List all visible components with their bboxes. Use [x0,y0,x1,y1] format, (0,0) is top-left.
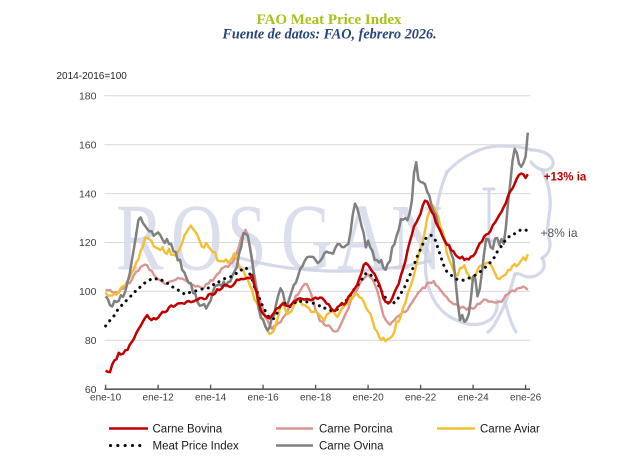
svg-text:ene-14: ene-14 [195,392,227,403]
svg-text:Carne Bovina: Carne Bovina [153,423,223,435]
svg-text:ene-16: ene-16 [248,392,280,403]
svg-text:G: G [281,186,332,291]
svg-text:ene-12: ene-12 [143,392,175,403]
svg-text:ene-24: ene-24 [458,392,490,403]
svg-text:Carne Porcina: Carne Porcina [319,423,393,435]
svg-text:ene-20: ene-20 [353,392,385,403]
svg-text:+8% ia: +8% ia [541,226,578,240]
svg-text:Carne Ovina: Carne Ovina [319,440,384,452]
svg-text:120: 120 [79,237,97,249]
svg-text:ene-26: ene-26 [510,392,542,403]
svg-text:O: O [171,186,222,291]
svg-text:60: 60 [85,384,97,396]
svg-text:ene-22: ene-22 [405,392,437,403]
svg-text:160: 160 [79,139,97,151]
svg-text:Fuente de datos: FAO, febrero: Fuente de datos: FAO, febrero 2026. [221,27,436,43]
svg-text:ene-10: ene-10 [90,392,122,403]
svg-text:R: R [116,186,164,291]
svg-text:+13% ia: +13% ia [544,172,587,184]
svg-text:100: 100 [79,286,97,298]
svg-text:Meat Price Index: Meat Price Index [153,440,240,452]
svg-text:140: 140 [79,188,97,200]
svg-text:2014-2016=100: 2014-2016=100 [57,71,128,82]
svg-text:80: 80 [85,335,97,347]
svg-text:N: N [391,186,442,291]
svg-text:180: 180 [79,91,97,103]
svg-text:ene-18: ene-18 [300,392,332,403]
svg-text:Carne Aviar: Carne Aviar [480,423,540,435]
svg-text:FAO Meat Price Index: FAO Meat Price Index [256,12,402,28]
svg-text:A: A [337,186,389,291]
